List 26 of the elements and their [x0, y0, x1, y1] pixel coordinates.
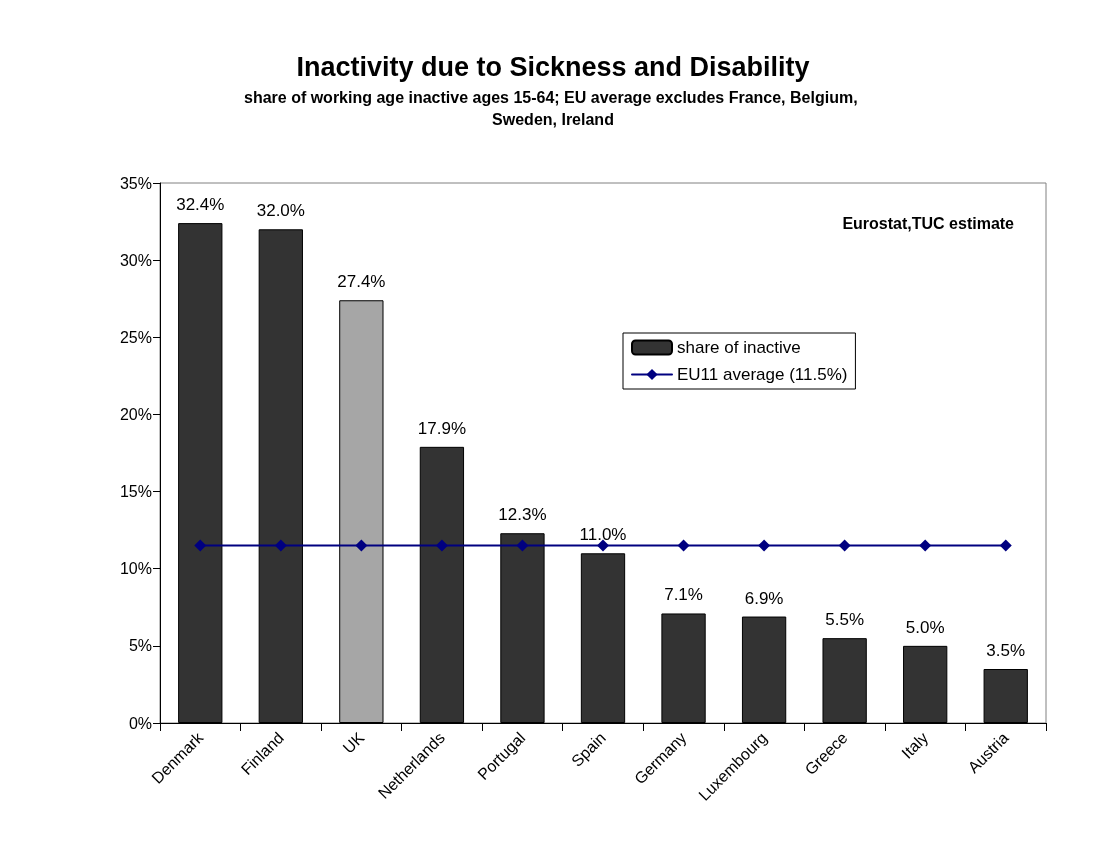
data-label: 6.9% — [744, 588, 784, 608]
y-tick-label: 30% — [119, 251, 152, 269]
data-label: 11.0% — [579, 525, 627, 545]
y-tick-label: 15% — [119, 483, 152, 501]
legend-label: EU11 average (11.5%) — [677, 365, 848, 384]
y-tick-label: 5% — [128, 637, 152, 655]
y-tick-label: 10% — [119, 560, 152, 578]
data-label: 7.1% — [664, 585, 703, 605]
data-label: 17.9% — [417, 418, 467, 438]
annotation: Eurostat,TUC estimate — [842, 214, 1015, 232]
y-tick-label: 20% — [119, 405, 152, 423]
chart-title: Inactivity due to Sickness and Disability — [296, 51, 810, 82]
y-tick-label: 0% — [128, 714, 152, 732]
legend-label: share of inactive — [677, 338, 801, 357]
y-tick-label: 35% — [119, 174, 152, 192]
y-tick-label: 25% — [119, 328, 152, 346]
x-tick-label: UK — [339, 728, 368, 757]
data-label: 32.0% — [256, 201, 305, 221]
x-tick-label: Italy — [898, 728, 932, 762]
data-label: 12.3% — [498, 505, 547, 525]
data-label: 27.4% — [337, 272, 386, 292]
data-label: 5.5% — [825, 610, 865, 630]
data-label: 3.5% — [986, 641, 1026, 660]
data-label: 32.4% — [176, 195, 225, 215]
chart-subtitle: share of working age inactive ages 15-64; EU average excludes France, Belgium, Sweden, Ireland — [243, 88, 863, 128]
data-label: 5.0% — [905, 617, 945, 637]
